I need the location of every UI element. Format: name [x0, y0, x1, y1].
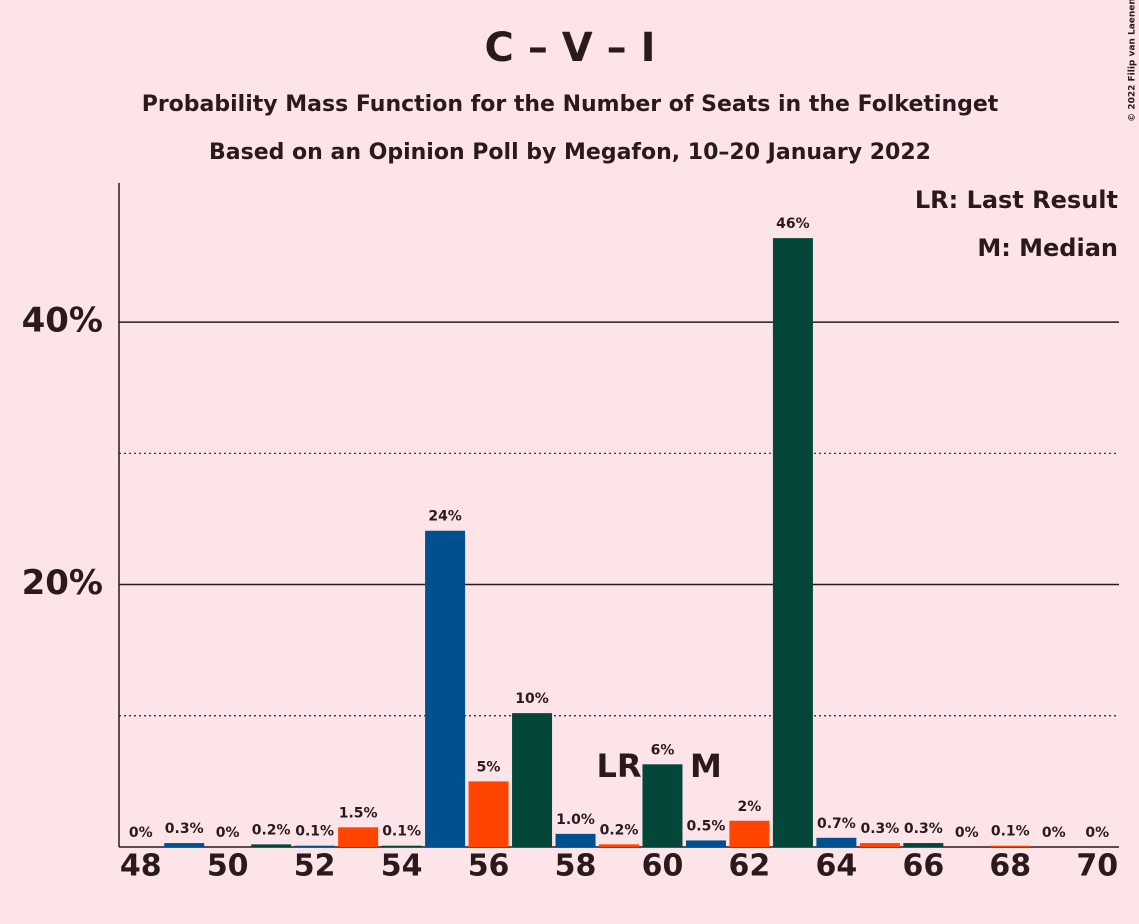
value-label: 1.0% [556, 812, 595, 828]
x-tick-label: 62 [729, 849, 771, 884]
x-tick-label: 58 [555, 849, 597, 884]
bar [772, 238, 813, 847]
value-label: 0.3% [165, 821, 204, 837]
value-label: 1.5% [339, 805, 378, 821]
chart-title: C – V – I [485, 25, 656, 71]
x-tick-label: 60 [642, 849, 684, 884]
value-label: 24% [428, 509, 462, 525]
copyright: © 2022 Filip van Laenen [1128, 0, 1138, 122]
value-label: 0% [1085, 825, 1109, 841]
value-label: 0.3% [860, 821, 899, 837]
bar [338, 827, 379, 847]
bar [425, 530, 466, 847]
bar [599, 844, 639, 847]
value-label: 0.1% [382, 824, 421, 840]
x-tick-label: 50 [207, 849, 249, 884]
x-tick-label: 70 [1076, 849, 1118, 884]
value-label: 0.5% [687, 818, 726, 834]
bar [859, 843, 900, 847]
x-tick-label: 64 [816, 849, 858, 884]
bar [990, 845, 1031, 847]
value-label: 0.2% [600, 822, 639, 838]
x-tick-label: 54 [381, 849, 423, 884]
bar [512, 713, 553, 847]
y-tick-label: 20% [22, 563, 103, 603]
value-label: 0.1% [991, 824, 1030, 840]
bar [729, 820, 770, 847]
x-tick-label: 66 [902, 849, 944, 884]
chart-subtitle: Probability Mass Function for the Number… [142, 92, 999, 117]
value-label: 0.2% [252, 822, 291, 838]
x-tick-label: 56 [468, 849, 510, 884]
legend-entry: LR: Last Result [915, 186, 1118, 214]
value-label: 5% [477, 759, 501, 775]
annotation: LR [596, 747, 641, 785]
value-label: 6% [651, 742, 675, 758]
value-label: 0% [129, 825, 153, 841]
value-label: 0.7% [817, 816, 856, 832]
bar [468, 781, 509, 847]
value-label: 10% [515, 691, 549, 707]
legend-entry: M: Median [977, 234, 1118, 262]
chart-subtitle: Based on an Opinion Poll by Megafon, 10–… [209, 140, 931, 165]
x-tick-label: 52 [294, 849, 336, 884]
value-label: 0% [1042, 825, 1066, 841]
bar [251, 844, 292, 847]
bar [381, 845, 422, 847]
value-label: 2% [738, 799, 762, 815]
value-label: 0.1% [295, 824, 334, 840]
bar [164, 843, 205, 847]
bar [816, 837, 857, 847]
x-tick-label: 48 [120, 849, 162, 884]
value-label: 0% [955, 825, 979, 841]
bar [903, 843, 944, 847]
bar [555, 833, 596, 847]
bar [294, 845, 335, 847]
annotation: M [690, 747, 722, 785]
bar [642, 764, 683, 847]
y-tick-label: 40% [22, 301, 103, 341]
x-tick-label: 68 [989, 849, 1031, 884]
bar [685, 840, 726, 847]
value-label: 0.3% [904, 821, 943, 837]
value-label: 0% [216, 825, 240, 841]
value-label: 46% [776, 216, 810, 232]
